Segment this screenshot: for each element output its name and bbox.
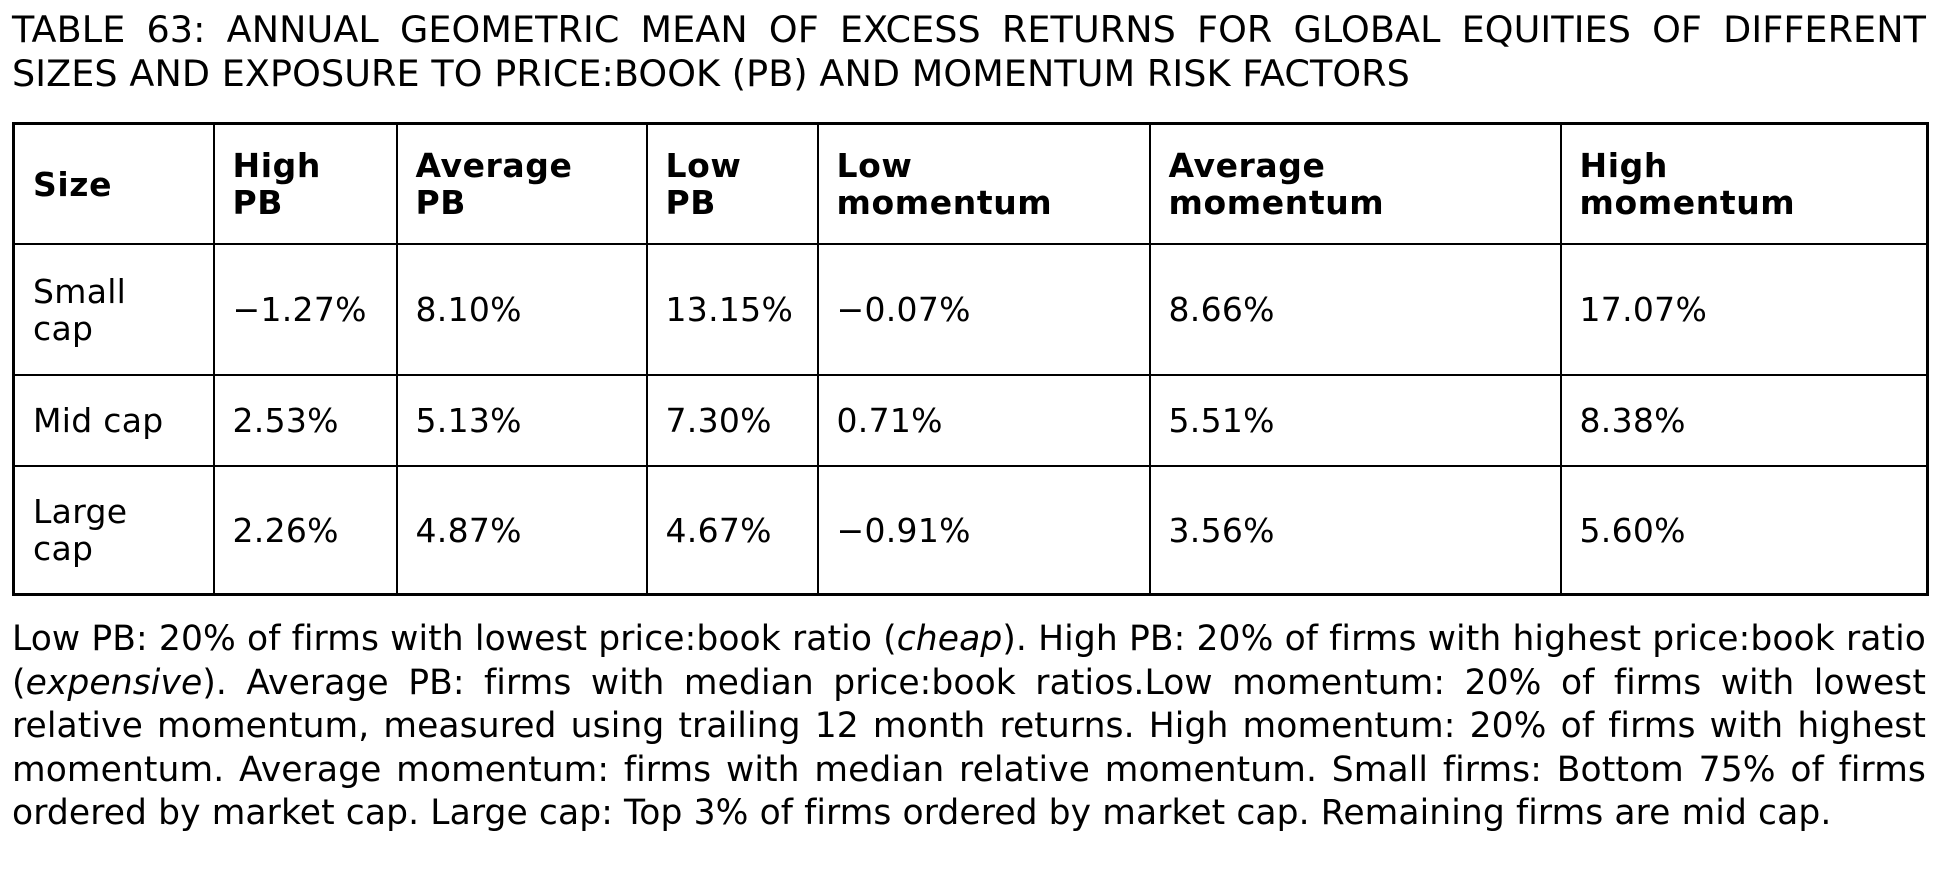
cell-mid-high-momentum: 8.38% — [1559, 374, 1929, 467]
footnote-emphasis-expensive: expensive — [25, 662, 203, 703]
footnote-text-1: Low PB: 20% of firms with lowest price:b… — [12, 619, 897, 659]
cell-large-average-pb: 4.87% — [395, 465, 648, 596]
cell-mid-high-pb: 2.53% — [212, 374, 398, 467]
cell-small-high-momentum: 17.07% — [1559, 243, 1929, 376]
cell-mid-average-pb: 5.13% — [395, 374, 648, 467]
table-caption: TABLE 63: ANNUAL GEOMETRIC MEAN OF EXCES… — [12, 8, 1926, 95]
table-row-mid-cap: Mid cap 2.53% 5.13% 7.30% 0.71% 5.51% 8.… — [12, 374, 1929, 467]
document-page: TABLE 63: ANNUAL GEOMETRIC MEAN OF EXCES… — [12, 8, 1929, 836]
cell-mid-average-momentum: 5.51% — [1148, 374, 1562, 467]
header-low-pb: Low PB — [645, 122, 819, 245]
cell-small-low-momentum: −0.07% — [816, 243, 1151, 376]
footnote-text-2: ). High PB: 20% of firms with highest pr… — [12, 619, 1926, 703]
header-size: Size — [12, 122, 215, 245]
cell-small-average-pb: 8.10% — [395, 243, 648, 376]
header-average-pb: Average PB — [395, 122, 648, 245]
cell-small-low-pb: 13.15% — [645, 243, 819, 376]
cell-large-average-momentum: 3.56% — [1148, 465, 1562, 596]
cell-small-high-pb: −1.27% — [212, 243, 398, 376]
returns-table: Size High PB Average PB Low PB Low momen… — [12, 122, 1929, 596]
header-high-pb: High PB — [212, 122, 398, 245]
row-label-mid-cap: Mid cap — [12, 374, 215, 467]
cell-large-low-momentum: −0.91% — [816, 465, 1151, 596]
header-high-momentum: High momentum — [1559, 122, 1929, 245]
row-label-small-cap: Small cap — [12, 243, 215, 376]
header-average-momentum: Average momentum — [1148, 122, 1562, 245]
cell-small-average-momentum: 8.66% — [1148, 243, 1562, 376]
cell-mid-low-pb: 7.30% — [645, 374, 819, 467]
cell-large-high-momentum: 5.60% — [1559, 465, 1929, 596]
row-label-large-cap: Large cap — [12, 465, 215, 596]
cell-mid-low-momentum: 0.71% — [816, 374, 1151, 467]
table-row-large-cap: Large cap 2.26% 4.87% 4.67% −0.91% 3.56%… — [12, 465, 1929, 596]
cell-large-high-pb: 2.26% — [212, 465, 398, 596]
footnote-text-3: ). Average PB: firms with median price:b… — [12, 662, 1926, 834]
table-row-small-cap: Small cap −1.27% 8.10% 13.15% −0.07% 8.6… — [12, 243, 1929, 376]
table-footnote: Low PB: 20% of firms with lowest price:b… — [12, 618, 1926, 836]
table-header-row: Size High PB Average PB Low PB Low momen… — [12, 122, 1929, 245]
header-low-momentum: Low momentum — [816, 122, 1151, 245]
footnote-emphasis-cheap: cheap — [896, 619, 1003, 659]
cell-large-low-pb: 4.67% — [645, 465, 819, 596]
